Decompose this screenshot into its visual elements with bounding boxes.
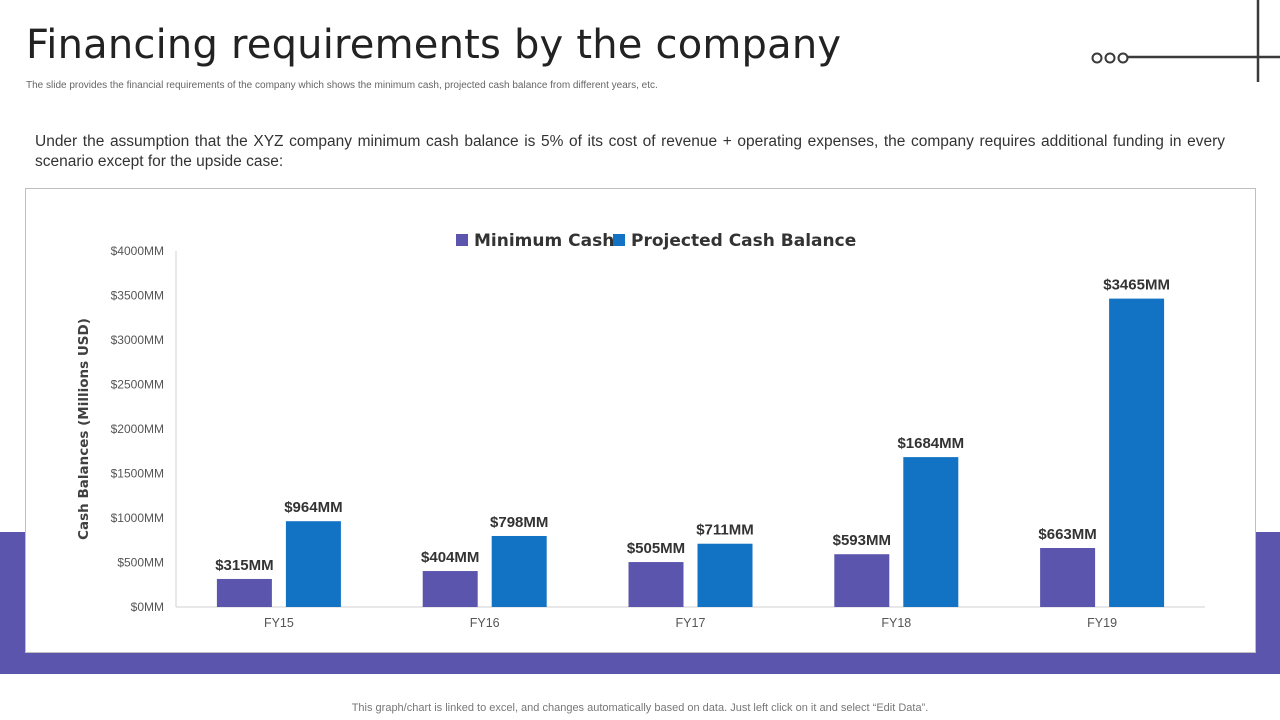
y-tick-label: $0MM [131, 600, 164, 614]
bar-minimum-cash [216, 578, 272, 607]
x-tick-label: FY17 [676, 616, 706, 630]
legend-label-projected-cash: Projected Cash Balance [631, 231, 856, 251]
x-tick-label: FY15 [264, 616, 294, 630]
data-label: $798MM [490, 514, 548, 531]
bar-projected-cash [285, 521, 341, 607]
legend-swatch-minimum-cash [456, 234, 468, 246]
y-tick-label: $500MM [117, 556, 164, 570]
y-tick-label: $3000MM [111, 333, 164, 347]
y-tick-label: $2000MM [111, 422, 164, 436]
bar-minimum-cash [834, 554, 890, 607]
x-tick-label: FY18 [881, 616, 911, 630]
data-label: $1684MM [897, 435, 964, 452]
data-label: $404MM [421, 549, 479, 566]
data-label: $964MM [284, 499, 342, 516]
data-label: $593MM [833, 532, 891, 549]
bar-minimum-cash [422, 571, 478, 607]
bar-minimum-cash [628, 562, 684, 607]
intro-text: Under the assumption that the XYZ compan… [35, 133, 1225, 170]
page-subtitle: The slide provides the financial require… [26, 80, 658, 91]
decorative-dots-line-icon [1091, 0, 1280, 82]
y-tick-label: $2500MM [111, 378, 164, 392]
footer-note: This graph/chart is linked to excel, and… [351, 702, 929, 714]
bar-projected-cash [697, 543, 753, 607]
bar-minimum-cash [1040, 547, 1096, 607]
data-label: $663MM [1038, 526, 1096, 543]
y-axis-title: Cash Balances (Millions USD) [76, 318, 92, 540]
x-tick-label: FY19 [1087, 616, 1117, 630]
legend-swatch-projected-cash [613, 234, 625, 246]
page-title: Financing requirements by the company [26, 22, 842, 68]
data-label: $315MM [215, 557, 273, 574]
legend-label-minimum-cash: Minimum Cash [474, 231, 614, 251]
y-tick-label: $4000MM [111, 244, 164, 258]
y-tick-label: $1500MM [111, 467, 164, 481]
y-tick-label: $3500MM [111, 289, 164, 303]
bar-projected-cash [491, 535, 547, 607]
data-label: $505MM [627, 540, 685, 557]
chart-container[interactable]: $0MM $500MM $1000MM $1500MM $2000MM $2500MM $3… [25, 188, 1256, 653]
bar-projected-cash [1109, 298, 1165, 607]
y-tick-label: $1000MM [111, 511, 164, 525]
data-label: $711MM [696, 522, 754, 539]
x-tick-label: FY16 [470, 616, 500, 630]
bar-chart: $0MM $500MM $1000MM $1500MM $2000MM $2500MM $3… [76, 231, 1205, 630]
data-label: $3465MM [1103, 277, 1170, 294]
bar-projected-cash [903, 457, 959, 607]
